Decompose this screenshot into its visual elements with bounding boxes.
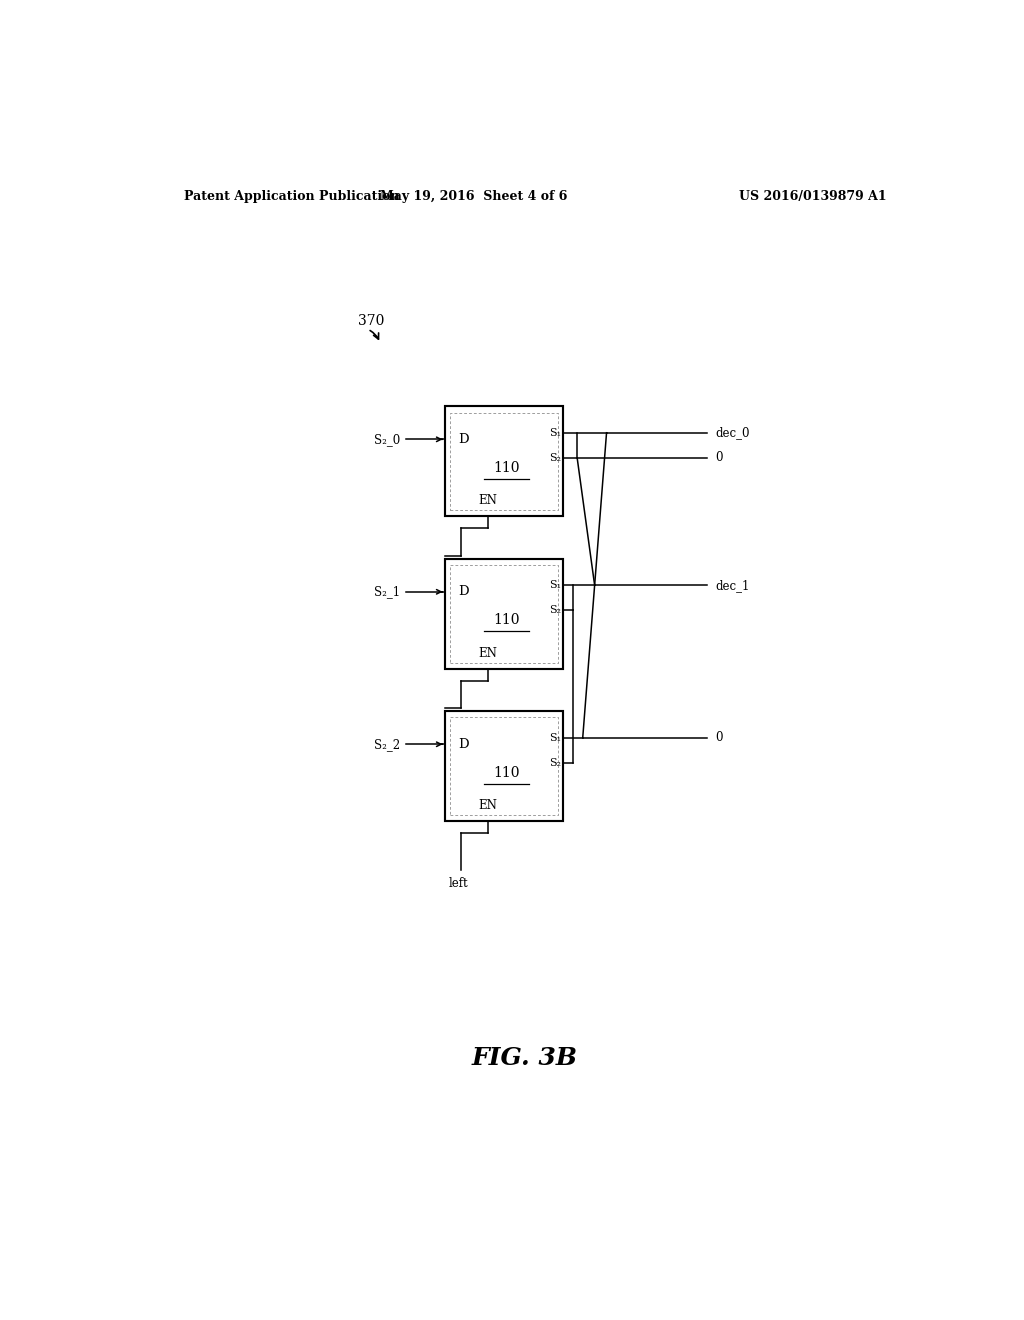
- Text: US 2016/0139879 A1: US 2016/0139879 A1: [739, 190, 887, 202]
- Text: May 19, 2016  Sheet 4 of 6: May 19, 2016 Sheet 4 of 6: [380, 190, 567, 202]
- Text: EN: EN: [478, 647, 498, 660]
- Text: S₁: S₁: [549, 428, 561, 438]
- Text: D: D: [458, 738, 469, 751]
- Text: EN: EN: [478, 799, 498, 812]
- Text: S₂_2: S₂_2: [374, 738, 400, 751]
- Text: FIG. 3B: FIG. 3B: [472, 1045, 578, 1071]
- Text: 110: 110: [494, 614, 520, 627]
- Text: EN: EN: [478, 494, 498, 507]
- Text: S₂: S₂: [549, 606, 561, 615]
- Text: Patent Application Publication: Patent Application Publication: [183, 190, 399, 202]
- Text: 110: 110: [494, 461, 520, 475]
- Text: 0: 0: [715, 451, 723, 465]
- Bar: [451, 412, 558, 510]
- Text: S₂_0: S₂_0: [374, 433, 400, 446]
- Bar: [451, 565, 558, 663]
- Bar: [451, 718, 558, 814]
- Text: S₁: S₁: [549, 733, 561, 743]
- Text: D: D: [458, 585, 469, 598]
- Text: 0: 0: [715, 731, 723, 744]
- Text: dec_0: dec_0: [715, 426, 750, 440]
- Text: dec_1: dec_1: [715, 578, 750, 591]
- Text: S₁: S₁: [549, 581, 561, 590]
- Bar: [445, 407, 563, 516]
- Text: S₂: S₂: [549, 758, 561, 768]
- Bar: [445, 558, 563, 669]
- Text: S₂_1: S₂_1: [374, 585, 400, 598]
- Text: 370: 370: [358, 314, 385, 329]
- Text: 110: 110: [494, 766, 520, 780]
- Text: S₂: S₂: [549, 453, 561, 463]
- Text: D: D: [458, 433, 469, 446]
- Text: left: left: [450, 876, 469, 890]
- Bar: [445, 711, 563, 821]
